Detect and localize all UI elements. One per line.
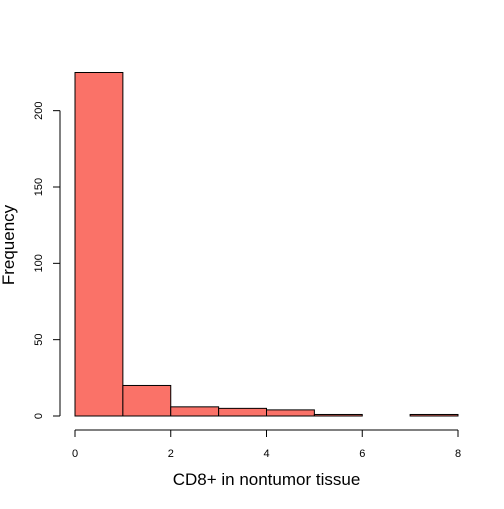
- y-axis: 0 50 100 150 200: [33, 101, 61, 419]
- y-tick-label: 150: [33, 178, 45, 196]
- histogram-bar: [266, 409, 315, 417]
- x-axis-label: CD8+ in nontumor tissue: [173, 470, 361, 489]
- x-tick-label: 8: [455, 448, 461, 460]
- x-tick-label: 2: [168, 448, 174, 460]
- histogram-bar: [74, 72, 124, 417]
- y-axis-label: Frequency: [0, 204, 18, 285]
- y-tick-label: 0: [33, 413, 45, 419]
- histogram-bar: [122, 384, 172, 417]
- y-tick-label: 100: [33, 254, 45, 272]
- histogram-bar: [170, 406, 220, 417]
- histogram-bar: [218, 407, 267, 417]
- x-tick-label: 0: [72, 448, 78, 460]
- y-tick-label: 200: [33, 101, 45, 119]
- x-tick-label: 4: [263, 448, 269, 460]
- x-tick-label: 6: [359, 448, 365, 460]
- histogram-bars: [74, 72, 459, 417]
- histogram-bar: [409, 413, 459, 417]
- y-tick-label: 50: [33, 334, 45, 346]
- x-axis: 0 2 4 6 8: [72, 429, 461, 460]
- histogram-bar: [313, 413, 363, 417]
